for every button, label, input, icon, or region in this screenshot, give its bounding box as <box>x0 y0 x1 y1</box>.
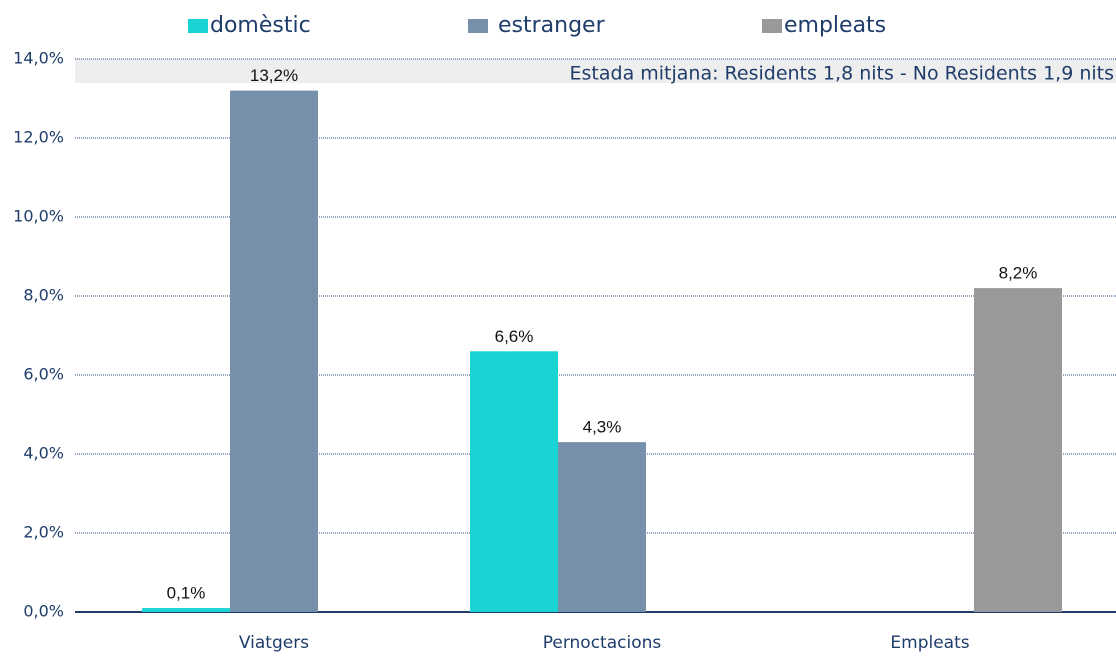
annotation: Estada mitjana: Residents 1,8 nits - No … <box>570 63 1114 85</box>
legend-label: domèstic <box>210 13 311 38</box>
y-tick-label: 12,0% <box>13 128 64 147</box>
bar <box>974 288 1062 612</box>
x-tick-label: Pernoctacions <box>543 633 662 653</box>
legend-swatch <box>188 19 208 33</box>
bar <box>558 442 646 612</box>
x-tick-label: Empleats <box>890 633 969 653</box>
y-tick-label: 10,0% <box>13 207 64 226</box>
bar <box>230 90 318 613</box>
y-tick-label: 6,0% <box>23 365 64 384</box>
y-tick-label: 8,0% <box>23 286 64 305</box>
y-tick-label: 2,0% <box>23 523 64 542</box>
y-tick-label: 4,0% <box>23 444 64 463</box>
value-label: 0,1% <box>167 584 206 603</box>
y-tick-label: 14,0% <box>13 49 64 68</box>
legend-label: estranger <box>498 13 606 38</box>
legend-label: empleats <box>784 13 886 38</box>
legend-swatch <box>468 19 488 33</box>
x-tick-label: Viatgers <box>239 633 309 653</box>
value-label: 8,2% <box>999 264 1038 283</box>
y-tick-label: 0,0% <box>23 602 64 621</box>
value-label: 13,2% <box>250 66 298 85</box>
bar <box>470 351 558 612</box>
bar <box>142 608 230 612</box>
annotation-band <box>75 59 1116 83</box>
value-label: 4,3% <box>583 418 622 437</box>
value-label: 6,6% <box>495 327 534 346</box>
legend-swatch <box>762 19 782 33</box>
